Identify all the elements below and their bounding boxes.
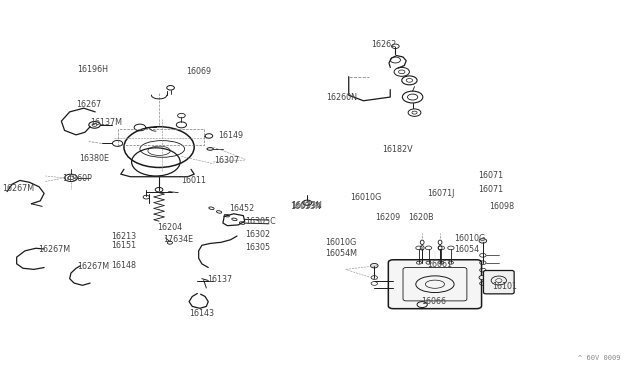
- Text: 16011: 16011: [180, 176, 206, 185]
- Text: 16267M: 16267M: [77, 262, 109, 271]
- Text: 16101: 16101: [492, 282, 517, 291]
- Text: 16098: 16098: [489, 202, 515, 211]
- FancyBboxPatch shape: [388, 260, 481, 309]
- Text: 16071J: 16071J: [428, 189, 454, 198]
- Text: 16033N: 16033N: [290, 202, 321, 211]
- Circle shape: [371, 263, 378, 268]
- Text: 16054: 16054: [454, 245, 479, 254]
- Text: 16267: 16267: [76, 100, 101, 109]
- Text: 16054M: 16054M: [325, 249, 357, 258]
- Text: 16196H: 16196H: [77, 65, 108, 74]
- FancyBboxPatch shape: [483, 270, 514, 294]
- Text: 16267M: 16267M: [38, 244, 70, 253]
- Text: 16148: 16148: [111, 261, 136, 270]
- Text: 16302: 16302: [245, 230, 271, 240]
- Text: 16033N: 16033N: [291, 201, 322, 210]
- Text: 16143: 16143: [189, 310, 214, 318]
- Text: 16380E: 16380E: [79, 154, 109, 163]
- Circle shape: [177, 113, 185, 118]
- Text: 17634E: 17634E: [164, 235, 194, 244]
- Text: 16182V: 16182V: [383, 145, 413, 154]
- Text: 16010G: 16010G: [351, 193, 382, 202]
- Text: 16204: 16204: [157, 223, 182, 232]
- Text: 16149: 16149: [218, 131, 243, 141]
- Text: 16066: 16066: [421, 297, 446, 306]
- Text: 16305C: 16305C: [245, 217, 276, 226]
- Text: 16137: 16137: [207, 275, 232, 284]
- Circle shape: [303, 200, 312, 205]
- Text: 16307: 16307: [214, 155, 240, 164]
- Text: 16452: 16452: [229, 204, 255, 213]
- Text: 16061: 16061: [428, 260, 452, 269]
- Text: 1620B: 1620B: [408, 213, 434, 222]
- Text: 16010G: 16010G: [325, 238, 356, 247]
- Text: 16010G: 16010G: [454, 234, 485, 243]
- Text: 16151: 16151: [111, 241, 136, 250]
- Circle shape: [479, 238, 486, 243]
- Text: 16213: 16213: [111, 231, 136, 241]
- Circle shape: [479, 275, 486, 280]
- Text: 16069: 16069: [186, 67, 211, 76]
- Text: 14960P: 14960P: [63, 174, 93, 183]
- Text: 16305: 16305: [245, 243, 271, 251]
- Text: 16267M: 16267M: [2, 185, 34, 193]
- Text: 16260N: 16260N: [326, 93, 357, 102]
- Text: 16209: 16209: [375, 213, 400, 222]
- Text: 16071: 16071: [478, 185, 504, 194]
- Text: 16071: 16071: [478, 171, 504, 180]
- Text: ^ 60V 0009: ^ 60V 0009: [578, 355, 620, 361]
- Text: 16137M: 16137M: [90, 119, 122, 128]
- Text: 16262: 16262: [371, 40, 396, 49]
